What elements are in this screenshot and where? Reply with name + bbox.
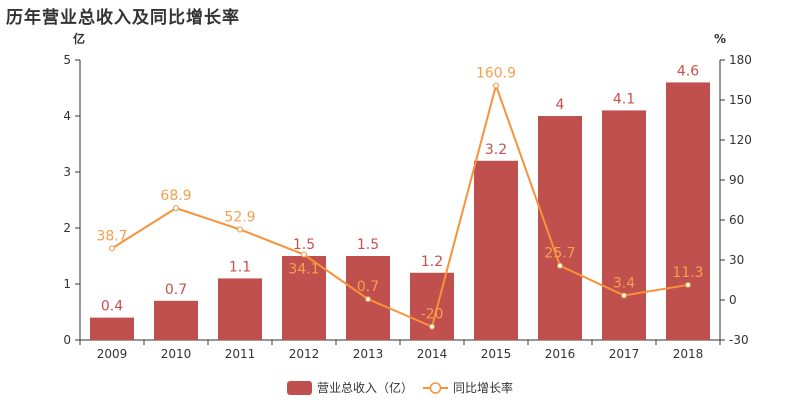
right-tick-label: 30 [729,253,744,267]
left-axis-unit: 亿 [73,31,85,46]
line-data-label: 34.1 [288,262,319,278]
line-point [109,245,115,252]
x-tick-label: 2014 [417,347,448,361]
bar-data-label: 1.1 [229,259,251,275]
left-tick-label: 3 [63,165,71,179]
line-data-label: 68.9 [160,188,191,204]
bar [218,278,262,340]
line-point [493,82,499,89]
bar [282,256,326,340]
line-point [557,262,563,269]
left-tick-label: 5 [63,53,71,67]
right-tick-label: 120 [729,133,752,147]
x-tick-label: 2012 [289,347,320,361]
line-point [621,292,627,299]
bar [602,110,646,341]
x-tick-label: 2010 [161,347,192,361]
line-data-label: 25.7 [544,246,575,262]
right-tick-label: -30 [729,333,749,347]
line-data-label: 0.7 [357,279,379,295]
line-data-label: 160.9 [476,65,516,81]
right-axis-unit: % [714,32,726,46]
bar-data-label: 3.2 [485,142,507,158]
bar-data-label: 1.5 [357,237,379,253]
bar [90,317,134,340]
left-tick-label: 0 [63,333,71,347]
line-data-label: 3.4 [613,275,635,291]
bar-data-label: 4.6 [677,63,699,79]
right-tick-label: 150 [729,93,752,107]
bar-data-label: 4.1 [613,91,635,107]
line-point [301,251,307,258]
bar [538,116,582,340]
x-tick-label: 2018 [673,347,704,361]
bar-data-label: 0.4 [101,299,123,315]
x-tick-label: 2016 [545,347,576,361]
x-tick-label: 2009 [97,347,128,361]
chart-title: 历年营业总收入及同比增长率 [6,8,240,28]
line-point [173,205,179,212]
bar-data-label: 0.7 [165,282,187,298]
bar [474,160,518,340]
line-point [685,281,691,288]
line-data-label: 11.3 [672,265,703,281]
line-data-label: -20 [421,307,444,323]
x-tick-label: 2011 [225,347,256,361]
right-tick-label: 90 [729,173,744,187]
legend-bar-label: 营业总收入（亿） [317,380,413,395]
left-tick-label: 4 [63,109,71,123]
right-tick-label: 0 [729,293,737,307]
line-point [237,226,243,233]
left-tick-label: 1 [63,277,71,291]
growth-line [111,82,689,329]
bar [154,300,198,340]
legend-line-label: 同比增长率 [453,380,513,395]
x-tick-label: 2017 [609,347,640,361]
x-tick-label: 2013 [353,347,384,361]
bar-data-label: 1.2 [421,254,443,270]
line-data-label: 52.9 [224,209,255,225]
bar [666,82,710,341]
line-data-label: 38.7 [96,228,127,244]
x-tick-label: 2015 [481,347,512,361]
right-tick-label: 180 [729,53,752,67]
right-tick-label: 60 [729,213,744,227]
left-tick-label: 2 [63,221,71,235]
line-point [365,296,371,303]
legend-bar-swatch [287,381,312,395]
bar-data-label: 4 [556,97,565,113]
legend-line-marker [429,382,442,394]
line-point [429,323,435,330]
bar-data-label: 1.5 [293,237,315,253]
